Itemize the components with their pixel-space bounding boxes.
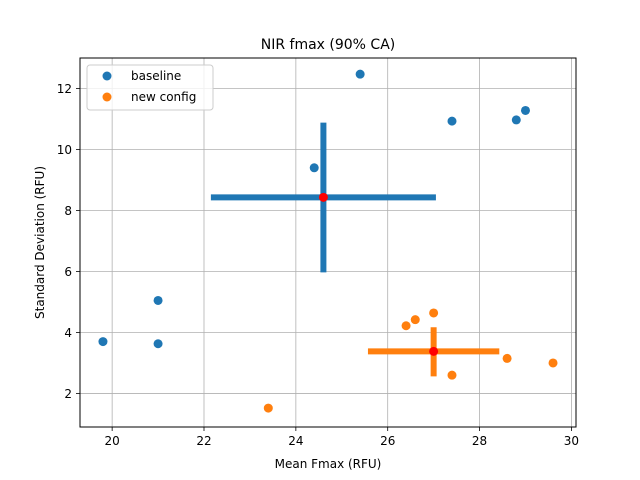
- data-point-new-config: [410, 315, 420, 325]
- data-point-baseline: [520, 105, 530, 115]
- grid: [80, 58, 576, 427]
- y-tick-label: 6: [64, 265, 72, 279]
- data-point-new-config: [502, 353, 512, 363]
- data-point-new-config: [401, 321, 411, 331]
- legend-label-baseline: baseline: [131, 69, 181, 83]
- data-point-new-config: [429, 308, 439, 318]
- data-point-baseline: [355, 69, 365, 79]
- y-tick-label: 8: [64, 204, 72, 218]
- x-tick-label: 30: [564, 434, 579, 448]
- legend-label-new-config: new config: [131, 90, 196, 104]
- y-axis-label: Standard Deviation (RFU): [33, 166, 47, 319]
- plot-frame: [79, 57, 577, 428]
- x-tick-label: 24: [288, 434, 303, 448]
- chart-title: NIR fmax (90% CA): [261, 37, 396, 53]
- legend-marker-new-config: [102, 92, 112, 102]
- data-point-baseline: [447, 116, 457, 126]
- data-point-new-config: [263, 403, 273, 413]
- data-point-baseline: [153, 295, 163, 305]
- data-point-baseline: [309, 163, 319, 173]
- data-point-baseline: [511, 115, 521, 125]
- mean-markers: [318, 192, 439, 356]
- data-point-new-config: [548, 358, 558, 368]
- data-point-baseline: [98, 337, 108, 347]
- y-tick-label: 2: [64, 387, 72, 401]
- x-tick-label: 22: [196, 434, 211, 448]
- x-tick-label: 28: [472, 434, 487, 448]
- legend: baseline new config: [86, 64, 214, 111]
- x-axis-label: Mean Fmax (RFU): [275, 457, 382, 471]
- y-tick-label: 10: [57, 143, 72, 157]
- data-points: [98, 69, 558, 413]
- mean-marker-new-config: [429, 346, 439, 356]
- y-tick-label: 4: [64, 326, 72, 340]
- y-tick-label: 12: [57, 82, 72, 96]
- data-point-new-config: [447, 370, 457, 380]
- x-tick-label: 20: [105, 434, 120, 448]
- legend-box: [86, 64, 214, 111]
- x-tick-label: 26: [380, 434, 395, 448]
- legend-marker-baseline: [102, 71, 112, 81]
- y-ticks: 2 4 6 8 10 12: [57, 82, 80, 401]
- data-point-baseline: [153, 339, 163, 349]
- x-ticks: 20 22 24 26 28 30: [105, 427, 579, 448]
- mean-marker-baseline: [318, 192, 328, 202]
